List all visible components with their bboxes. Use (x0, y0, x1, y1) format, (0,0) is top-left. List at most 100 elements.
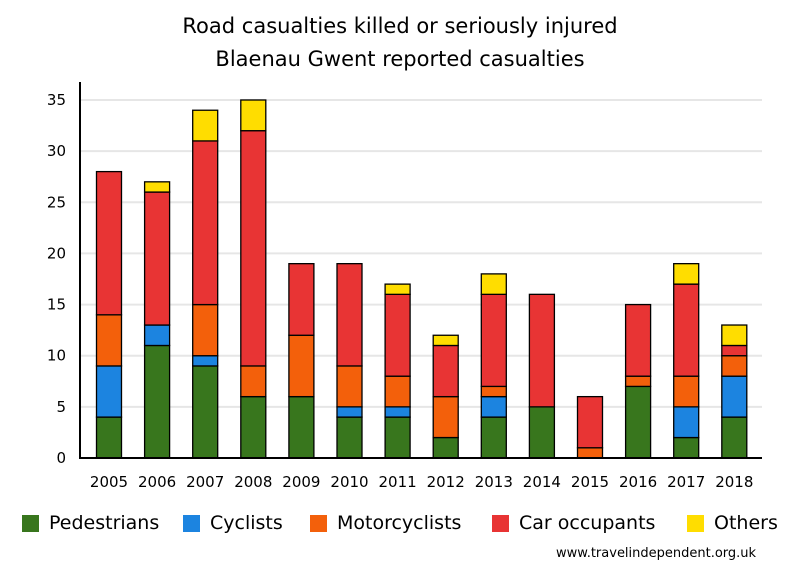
legend-item-car-occupants: Car occupants (492, 512, 655, 534)
bar-segment-car-occupants (288, 263, 315, 336)
legend-item-pedestrians: Pedestrians (22, 512, 159, 534)
bar-segment-car-occupants (432, 344, 459, 398)
bar-segment-pedestrians (288, 395, 315, 459)
y-tick-label: 35 (47, 91, 66, 109)
bar-stack-2007 (192, 109, 219, 459)
source-credit: www.travelindependent.org.uk (556, 546, 757, 561)
bar-segment-car-occupants (576, 395, 604, 449)
bar-segment-cyclists (384, 406, 411, 418)
x-tick-label: 2017 (667, 473, 705, 491)
y-tick-label: 20 (47, 244, 66, 262)
bar-segment-car-occupants (95, 170, 123, 316)
bar-segment-cyclists (721, 375, 748, 418)
bar-stack-2017 (673, 263, 700, 459)
legend-item-others: Others (687, 512, 778, 534)
bar-segment-cyclists (192, 355, 219, 367)
stacked-bar-chart: 0 5 10 15 20 25 30 35 2005 2006 2007 2008 2009 2010 20… (47, 82, 762, 491)
legend: Pedestrians Cyclists Motorcyclists Car occu… (0, 512, 800, 538)
bar-stack-2006 (143, 181, 171, 459)
bar-segment-cyclists (336, 406, 363, 418)
bar-segment-pedestrians (480, 416, 507, 459)
bar-segment-cyclists (480, 395, 507, 418)
bar-segment-car-occupants (336, 263, 363, 367)
legend-swatch (183, 514, 200, 532)
x-tick-label: 2013 (475, 473, 513, 491)
bar-segment-motorcyclists (384, 375, 411, 408)
bar-segment-pedestrians (192, 365, 219, 459)
bar-segment-pedestrians (240, 395, 267, 459)
chart-title: Road casualties killed or seriously inju… (182, 14, 618, 38)
bar-stack-2010 (336, 263, 363, 459)
bar-segment-motorcyclists (95, 314, 123, 367)
bar-stack-2011 (384, 283, 411, 459)
x-tick-label: 2015 (571, 473, 609, 491)
x-tick-label: 2005 (90, 473, 128, 491)
legend-swatch (492, 514, 509, 532)
legend-swatch (687, 514, 704, 532)
bar-segment-pedestrians (721, 416, 748, 459)
bar-segment-others (192, 109, 219, 142)
bar-stack-2016 (624, 303, 652, 459)
bar-segment-car-occupants (143, 191, 171, 326)
legend-label: Motorcyclists (337, 512, 462, 534)
bar-stack-2005 (95, 170, 123, 459)
bar-stack-2014 (528, 293, 556, 459)
bar-segment-motorcyclists (673, 375, 700, 408)
y-tick-label: 30 (47, 142, 66, 160)
bar-segment-pedestrians (336, 416, 363, 459)
chart-subtitle: Blaenau Gwent reported casualties (215, 47, 585, 71)
legend-label: Cyclists (210, 512, 283, 534)
bar-segment-others (480, 273, 507, 295)
x-tick-label: 2012 (427, 473, 465, 491)
legend-label: Car occupants (519, 512, 656, 534)
bar-segment-pedestrians (384, 416, 411, 459)
bar-segment-motorcyclists (576, 447, 604, 459)
bar-segment-pedestrians (528, 406, 556, 459)
x-tick-label: 2011 (379, 473, 417, 491)
bar-segment-cyclists (95, 365, 123, 418)
bar-segment-pedestrians (95, 416, 123, 459)
bar-segment-cyclists (143, 324, 171, 347)
bar-segment-car-occupants (384, 293, 411, 377)
bar-stack-2013 (480, 273, 507, 459)
y-tick-label: 5 (56, 398, 66, 416)
bar-segment-pedestrians (432, 436, 459, 459)
x-tick-label: 2016 (619, 473, 657, 491)
bar-stack-2015 (576, 395, 604, 459)
bar-segment-car-occupants (192, 140, 219, 306)
x-tick-label: 2018 (715, 473, 753, 491)
bar-segment-motorcyclists (240, 365, 267, 398)
bar-segment-motorcyclists (480, 385, 507, 398)
bar-segment-motorcyclists (432, 395, 459, 439)
bar-segment-motorcyclists (721, 355, 748, 377)
bar-segment-motorcyclists (336, 365, 363, 408)
x-tick-label: 2009 (282, 473, 320, 491)
bar-segment-car-occupants (528, 293, 556, 408)
legend-swatch (310, 514, 327, 532)
bar-segment-others (143, 181, 171, 193)
bar-segment-others (240, 99, 267, 132)
x-tick-label: 2006 (138, 473, 176, 491)
bar-segment-pedestrians (673, 436, 700, 459)
y-tick-label: 10 (47, 347, 66, 365)
legend-item-motorcyclists: Motorcyclists (310, 512, 461, 534)
y-tick-label: 15 (47, 296, 66, 314)
bar-segment-cyclists (673, 406, 700, 439)
y-tick-label: 0 (56, 449, 66, 467)
legend-label: Others (714, 512, 778, 534)
bar-segment-car-occupants (480, 293, 507, 388)
bar-segment-motorcyclists (192, 303, 219, 357)
bar-stack-2018 (721, 324, 748, 459)
y-tick-label: 25 (47, 193, 66, 211)
legend-item-cyclists: Cyclists (183, 512, 283, 534)
x-tick-label: 2008 (234, 473, 272, 491)
legend-label: Pedestrians (49, 512, 160, 534)
bar-segment-car-occupants (721, 344, 748, 357)
bar-segment-others (721, 324, 748, 347)
bar-segment-others (673, 263, 700, 285)
x-tick-label: 2010 (330, 473, 368, 491)
bar-segment-others (384, 283, 411, 295)
bar-segment-car-occupants (624, 303, 652, 377)
bar-segment-others (432, 334, 459, 347)
legend-swatch (22, 514, 39, 532)
